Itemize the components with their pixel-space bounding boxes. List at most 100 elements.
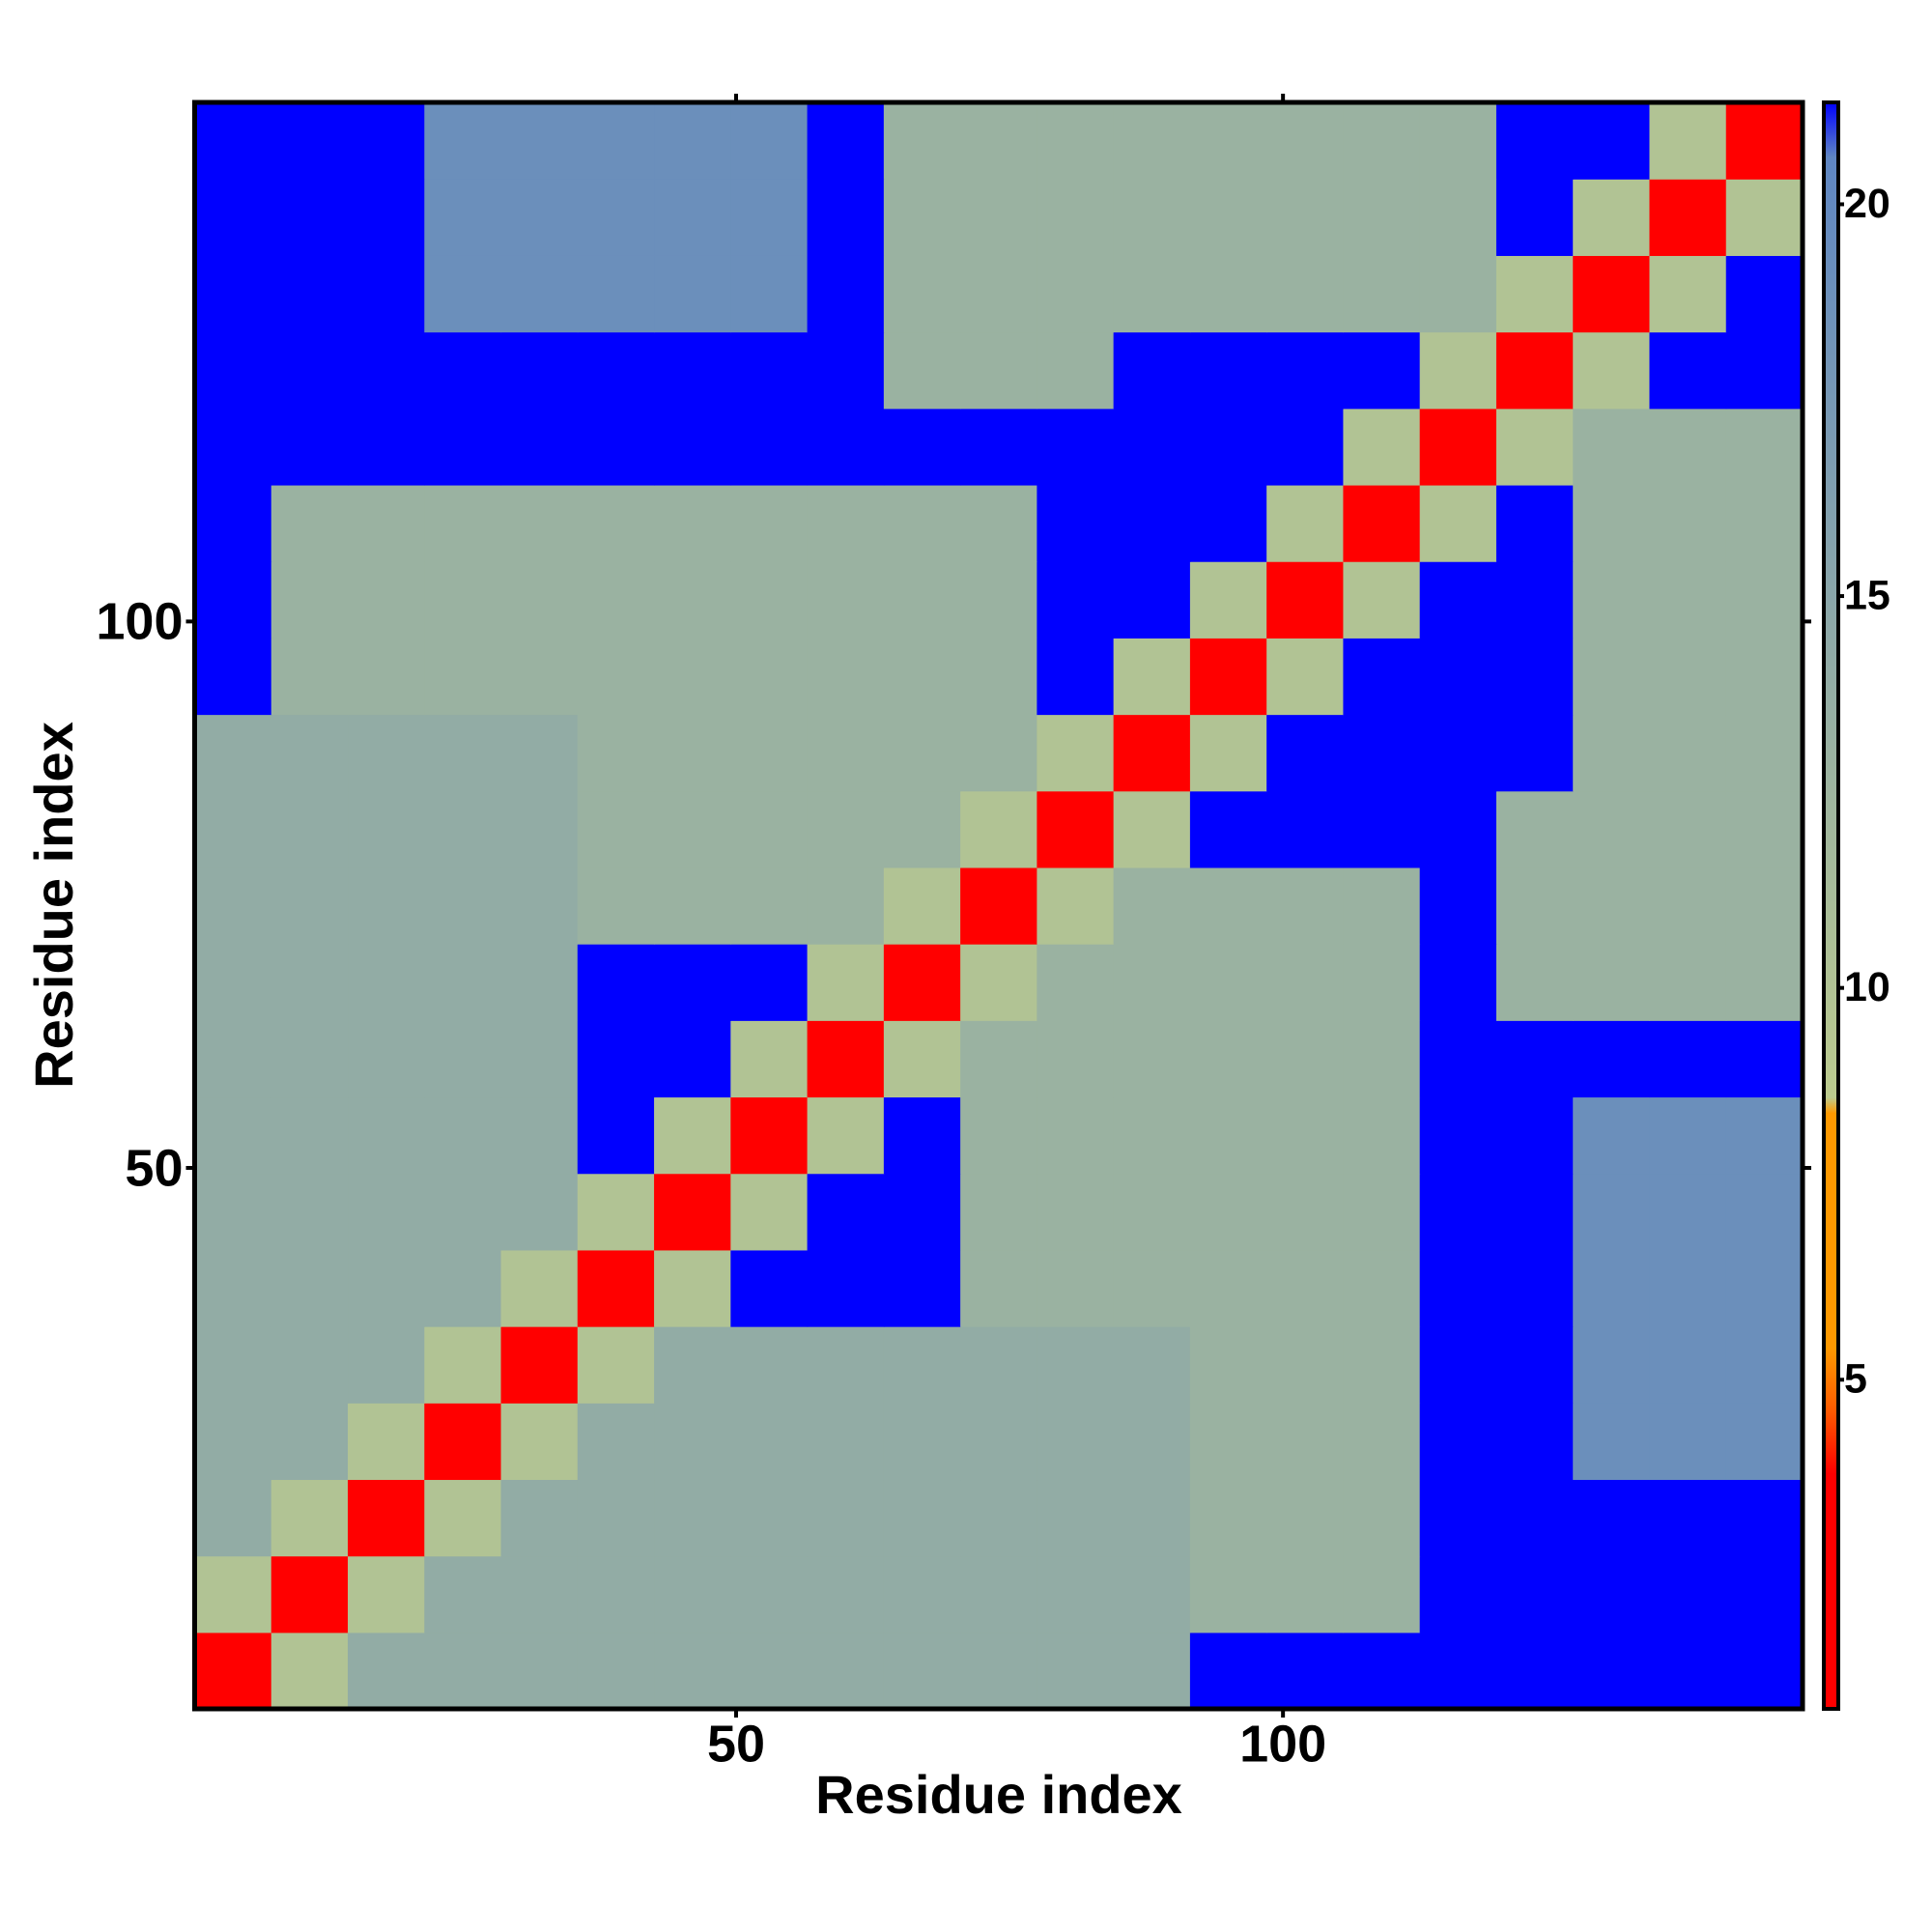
heatmap-cell xyxy=(1266,1020,1345,1098)
heatmap-cell xyxy=(577,1326,655,1404)
heatmap-cell xyxy=(1573,1020,1651,1098)
heatmap-cell xyxy=(883,331,961,410)
heatmap-cell xyxy=(348,408,425,486)
heatmap-cell xyxy=(1266,1249,1345,1327)
heatmap-cell xyxy=(1649,1096,1727,1175)
heatmap-cell xyxy=(1573,1096,1651,1175)
heatmap-cell xyxy=(807,408,885,486)
heatmap-cell xyxy=(1037,1249,1115,1327)
heatmap-cell xyxy=(1343,790,1421,868)
heatmap-cell xyxy=(1113,408,1191,486)
heatmap-cell xyxy=(1343,638,1421,716)
heatmap-cell xyxy=(1113,255,1191,333)
heatmap-cell xyxy=(1573,1632,1651,1710)
heatmap-cell xyxy=(424,944,502,1021)
heatmap-cell xyxy=(1113,1403,1191,1481)
heatmap-cell xyxy=(1419,1555,1497,1634)
heatmap-cell xyxy=(1113,179,1191,256)
heatmap-cell xyxy=(270,944,349,1021)
heatmap-cell xyxy=(883,1173,961,1251)
heatmap-cell xyxy=(1266,484,1345,562)
heatmap-cell xyxy=(730,255,809,333)
heatmap-cell xyxy=(730,561,809,639)
heatmap-cell xyxy=(1419,1249,1497,1327)
heatmap-cell xyxy=(270,179,349,256)
heatmap-cell xyxy=(1495,102,1574,180)
heatmap-cell xyxy=(1343,1249,1421,1327)
heatmap-cell xyxy=(194,561,272,639)
heatmap-cell xyxy=(577,1403,655,1481)
heatmap-cell xyxy=(1189,1326,1267,1404)
heatmap-cell xyxy=(270,561,349,639)
heatmap-cell xyxy=(1343,1326,1421,1404)
heatmap-cell xyxy=(1343,867,1421,945)
heatmap-cell xyxy=(1343,944,1421,1021)
heatmap-cell xyxy=(577,255,655,333)
heatmap-cell xyxy=(883,867,961,945)
heatmap-cell xyxy=(1113,714,1191,792)
heatmap-cell xyxy=(1725,714,1804,792)
heatmap-cell xyxy=(1266,1403,1345,1481)
heatmap-cell xyxy=(1266,1555,1345,1634)
heatmap-cell xyxy=(1649,1479,1727,1557)
heatmap-cell xyxy=(1573,484,1651,562)
heatmap-cell xyxy=(1725,1173,1804,1251)
heatmap-cell xyxy=(807,1096,885,1175)
heatmap-cell xyxy=(1725,1096,1804,1175)
heatmap-cell xyxy=(1573,1249,1651,1327)
heatmap-cell xyxy=(194,179,272,256)
heatmap-cell xyxy=(1113,1096,1191,1175)
heatmap-cell xyxy=(1495,944,1574,1021)
heatmap-cell xyxy=(1266,408,1345,486)
heatmap-cell xyxy=(1037,638,1115,716)
heatmap-cell xyxy=(1266,1096,1345,1175)
heatmap-cell xyxy=(1649,1326,1727,1404)
heatmap-cell xyxy=(348,714,425,792)
heatmap-cell xyxy=(348,1479,425,1557)
heatmap-cell xyxy=(1725,790,1804,868)
heatmap-cell xyxy=(1495,1403,1574,1481)
heatmap-cell xyxy=(1343,714,1421,792)
heatmap-cell xyxy=(1573,1326,1651,1404)
heatmap-cell xyxy=(1649,255,1727,333)
heatmap-cell xyxy=(1189,1555,1267,1634)
heatmap-cell xyxy=(730,102,809,180)
heatmap-cell xyxy=(730,331,809,410)
heatmap-cell xyxy=(1266,790,1345,868)
heatmap-cell xyxy=(424,867,502,945)
heatmap-cell xyxy=(730,1403,809,1481)
colorbar-tick-label: 5 xyxy=(1844,1356,1867,1403)
heatmap-cell xyxy=(807,561,885,639)
heatmap-cell xyxy=(1037,1632,1115,1710)
heatmap-cell xyxy=(1649,867,1727,945)
heatmap-cell xyxy=(654,408,731,486)
heatmap-cell xyxy=(883,1479,961,1557)
heatmap-cell xyxy=(1649,1555,1727,1634)
heatmap-cell xyxy=(1419,1632,1497,1710)
heatmap-cell xyxy=(730,944,809,1021)
heatmap-cell xyxy=(1495,1326,1574,1404)
heatmap-cell xyxy=(424,179,502,256)
heatmap-cell xyxy=(1649,638,1727,716)
heatmap-cell xyxy=(883,179,961,256)
heatmap-cell xyxy=(194,1326,272,1404)
heatmap-cell xyxy=(1343,1173,1421,1251)
heatmap-cell xyxy=(883,714,961,792)
heatmap-cell xyxy=(348,255,425,333)
heatmap-cell xyxy=(1113,1173,1191,1251)
heatmap-cell xyxy=(1189,331,1267,410)
heatmap-cell xyxy=(730,638,809,716)
heatmap-cell xyxy=(194,255,272,333)
heatmap-cell xyxy=(1495,867,1574,945)
heatmap-cell xyxy=(1189,408,1267,486)
heatmap-cell xyxy=(1113,867,1191,945)
heatmap-cell xyxy=(1725,1632,1804,1710)
heatmap-cell xyxy=(1419,1020,1497,1098)
heatmap-cell xyxy=(807,1403,885,1481)
heatmap-cell xyxy=(960,1249,1037,1327)
heatmap-cell xyxy=(960,179,1037,256)
heatmap-cell xyxy=(270,1555,349,1634)
heatmap-cell xyxy=(1573,790,1651,868)
plot-frame xyxy=(192,99,1805,1712)
heatmap-cell xyxy=(654,255,731,333)
